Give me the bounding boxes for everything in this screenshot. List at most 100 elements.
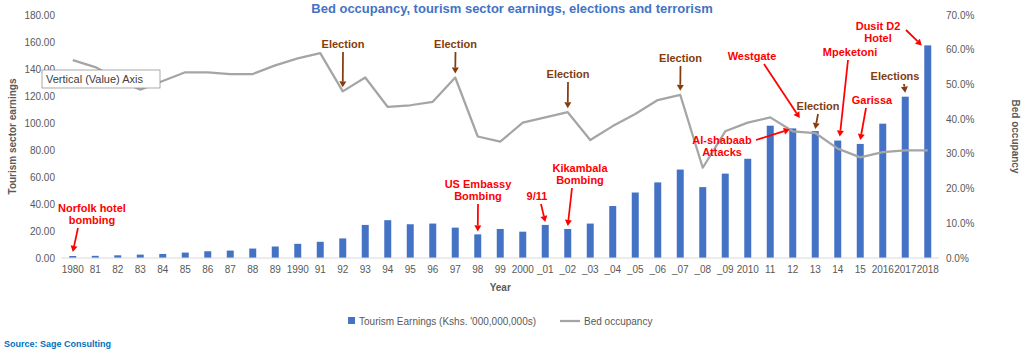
bar — [182, 253, 189, 258]
annotation-text: US Embassy — [445, 178, 513, 190]
bar — [339, 238, 346, 258]
annotation-text: bombing — [69, 214, 115, 226]
source: Source: Sage Consulting — [4, 339, 111, 349]
annotation-arrow — [568, 188, 572, 220]
annotation-text: Attacks — [702, 146, 742, 158]
y-tick-label: 20.00 — [30, 226, 55, 237]
annotation-arrow — [861, 108, 866, 134]
annotation-text: Bombing — [454, 190, 502, 202]
y-tick-label: 180.00 — [24, 10, 55, 21]
bar — [227, 251, 234, 258]
x-tick-label: 85 — [180, 264, 192, 275]
annotation-arrowhead — [565, 220, 572, 226]
annotation-text: Hotel — [864, 32, 892, 44]
annotation-text: 9/11 — [527, 190, 548, 202]
y2-tick-label: 40.0% — [946, 114, 974, 125]
x-tick-label: 91 — [315, 264, 327, 275]
x-tick-label: 1980 — [62, 264, 85, 275]
annotation-arrowhead — [858, 133, 865, 140]
y-tick-label: 60.00 — [30, 172, 55, 183]
legend-swatch — [348, 317, 355, 324]
x-tick-label: 84 — [157, 264, 169, 275]
x-tick-label: 96 — [427, 264, 439, 275]
x-tick-label: 89 — [270, 264, 282, 275]
annotation-arrowhead — [901, 86, 908, 92]
annotation-text: Mpeketoni — [823, 46, 877, 58]
x-tick-label: 87 — [225, 264, 237, 275]
bar — [587, 224, 594, 258]
x-tick-label: 81 — [90, 264, 102, 275]
line — [73, 53, 928, 168]
x-tick-label: 11 — [765, 264, 776, 275]
tooltip-box — [42, 70, 160, 88]
bar — [159, 254, 166, 258]
y2-tick-label: 70.0% — [946, 10, 974, 21]
background — [0, 0, 1024, 352]
annotation-arrow — [541, 204, 544, 216]
y2-axis-title: Bed occupancy — [1010, 100, 1021, 174]
bar — [542, 225, 549, 258]
x-tick-label: 2000 — [512, 264, 535, 275]
annotation-arrow — [906, 30, 917, 41]
x-tick-label: 99 — [495, 264, 507, 275]
annotation-arrowhead — [813, 123, 820, 130]
annotation-arrowhead — [837, 130, 844, 136]
annotation-text: Elections — [871, 70, 920, 82]
annotation-arrow — [74, 228, 78, 246]
bar — [384, 220, 391, 258]
x-tick-label: 88 — [247, 264, 259, 275]
y-tick-label: 80.00 — [30, 145, 55, 156]
x-tick-label: 2016 — [872, 264, 895, 275]
title: Bed occupancy, tourism sector earnings, … — [311, 1, 712, 16]
annotation-arrowhead — [452, 67, 459, 73]
x-axis-title: Year — [490, 282, 511, 293]
annotation-text: Kikambala — [552, 162, 608, 174]
bar — [609, 206, 616, 258]
x-tick-label: _02 — [558, 264, 576, 275]
x-axis-line — [62, 258, 940, 259]
bar — [744, 159, 751, 258]
bar — [519, 232, 526, 258]
bar — [474, 234, 481, 258]
bar — [767, 126, 774, 258]
annotation-text: Election — [322, 38, 365, 50]
annotations: Norfolk hotelbombingElectionElectionUS E… — [58, 20, 922, 252]
x-tick-label: 2017 — [894, 264, 917, 275]
annotation-arrow — [764, 64, 796, 113]
bar — [317, 242, 324, 258]
annotation-arrow — [567, 82, 569, 102]
bar — [924, 45, 931, 258]
y-tick-label: 100.00 — [24, 118, 55, 129]
bar — [362, 225, 369, 258]
bar — [249, 249, 256, 258]
annotation-arrow — [816, 114, 818, 123]
annotation-arrowhead — [915, 39, 922, 46]
annotation-arrow — [454, 52, 456, 67]
x-tick-label: 83 — [135, 264, 147, 275]
annotation-text: Garissa — [852, 94, 893, 106]
bar — [879, 124, 886, 258]
annotation-arrowhead — [339, 81, 346, 87]
y2-tick-label: 50.0% — [946, 79, 974, 90]
y-tick-label: 0.00 — [36, 253, 56, 264]
x-tick-label: 15 — [855, 264, 867, 275]
bar — [699, 187, 706, 258]
x-tick-label: 2018 — [917, 264, 940, 275]
annotation-text: Westgate — [728, 50, 777, 62]
x-tick-label: 12 — [787, 264, 799, 275]
bar — [722, 174, 729, 258]
annotation-arrow — [756, 131, 784, 140]
x-tick-label: 95 — [405, 264, 417, 275]
annotation-arrowhead — [540, 215, 547, 222]
x-tick-label: _07 — [671, 264, 689, 275]
bar — [294, 244, 301, 258]
annotation-text: Election — [797, 100, 840, 112]
x-tick-label: _04 — [603, 264, 621, 275]
y-axis-title: Tourism sector earnings — [7, 78, 18, 194]
legend-label: Bed occupancy — [584, 316, 652, 327]
x-tick-label: 98 — [472, 264, 484, 275]
y-tick-label: 160.00 — [24, 37, 55, 48]
bar — [204, 251, 211, 258]
annotation-arrow — [840, 60, 848, 131]
annotation-arrowhead — [783, 128, 790, 135]
